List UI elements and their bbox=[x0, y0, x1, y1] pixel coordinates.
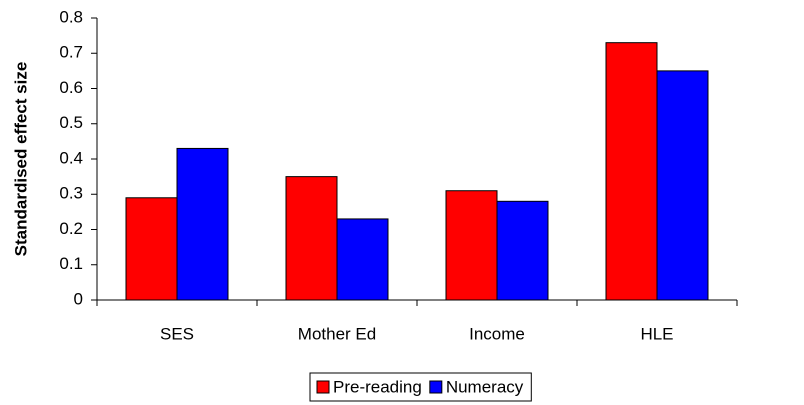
bar bbox=[496, 200, 549, 301]
bar bbox=[176, 147, 229, 301]
y-tick-label: 0.7 bbox=[59, 43, 83, 62]
legend-box bbox=[309, 372, 532, 402]
legend-label: Numeracy bbox=[446, 377, 524, 396]
x-tick-label: SES bbox=[160, 324, 194, 343]
legend-label: Pre-reading bbox=[333, 377, 422, 396]
x-tick-label: Mother Ed bbox=[298, 324, 376, 343]
y-tick-label: 0.3 bbox=[59, 184, 83, 203]
legend-swatch bbox=[316, 380, 330, 394]
x-tick-label: Income bbox=[469, 324, 525, 343]
y-tick-label: 0.4 bbox=[59, 148, 83, 167]
bar bbox=[445, 190, 498, 301]
bar bbox=[336, 218, 389, 301]
y-tick-label: 0.6 bbox=[59, 78, 83, 97]
bar bbox=[605, 42, 658, 301]
bar bbox=[285, 176, 338, 301]
y-tick-label: 0 bbox=[74, 289, 83, 308]
y-tick-label: 0.8 bbox=[59, 7, 83, 26]
bar bbox=[125, 197, 178, 301]
x-tick-label: HLE bbox=[640, 324, 673, 343]
bar bbox=[656, 70, 709, 301]
y-tick-label: 0.2 bbox=[59, 219, 83, 238]
y-tick-label: 0.5 bbox=[59, 113, 83, 132]
y-axis-label: Standardised effect size bbox=[11, 62, 30, 257]
y-tick-label: 0.1 bbox=[59, 254, 83, 273]
legend-swatch bbox=[429, 380, 443, 394]
